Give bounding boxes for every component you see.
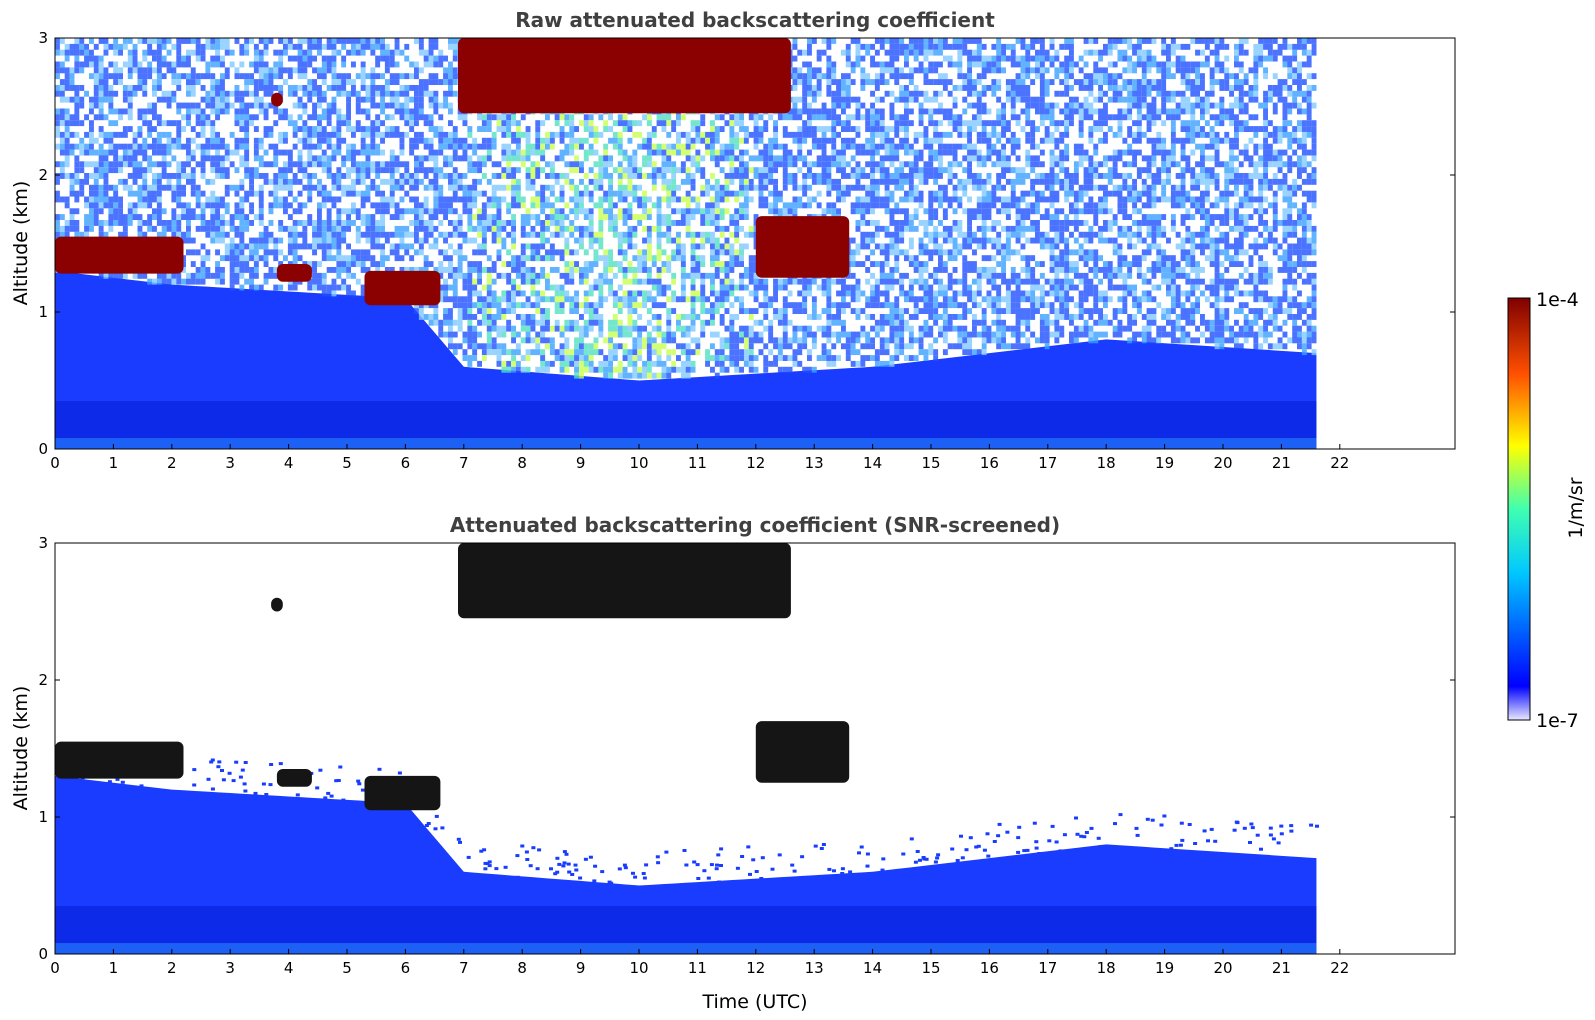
- bottom-cloud-layer-3: [458, 543, 791, 619]
- bottom-x-tick-label-8: 8: [517, 959, 527, 977]
- bottom-x-tick-label-9: 9: [576, 959, 586, 977]
- top-x-tick-label-0: 0: [50, 454, 60, 472]
- top-y-tick-label-0: 0: [38, 440, 48, 458]
- bottom-surface-layer: [55, 906, 1317, 954]
- bottom-cloud-layer-2: [364, 775, 441, 811]
- top-x-tick-label-1: 1: [109, 454, 119, 472]
- bottom-x-tick-label-13: 13: [805, 959, 824, 977]
- bottom-x-tick-label-22: 22: [1330, 959, 1349, 977]
- top-panel-title: Raw attenuated backscattering coefficien…: [515, 8, 995, 32]
- colorbar-max-label: 1e-4: [1536, 289, 1579, 311]
- top-surface-strip: [55, 438, 1317, 449]
- bottom-x-tick-label-0: 0: [50, 959, 60, 977]
- bottom-x-tick-label-12: 12: [746, 959, 765, 977]
- bottom-x-tick-label-2: 2: [167, 959, 177, 977]
- bottom-x-tick-label-15: 15: [921, 959, 940, 977]
- top-x-tick-label-7: 7: [459, 454, 469, 472]
- top-x-tick-label-19: 19: [1155, 454, 1174, 472]
- bottom-heatmap: [55, 543, 1319, 954]
- bottom-x-tick-label-19: 19: [1155, 959, 1174, 977]
- top-x-tick-label-6: 6: [401, 454, 411, 472]
- bottom-x-tick-label-5: 5: [342, 959, 352, 977]
- bottom-panel-title: Attenuated backscattering coefficient (S…: [450, 513, 1060, 537]
- top-y-ticks: 0 1 2 3: [38, 29, 1455, 458]
- top-x-tick-label-17: 17: [1038, 454, 1057, 472]
- raw-backscatter-panel: Raw attenuated backscattering coefficien…: [10, 8, 1456, 472]
- x-axis-label: Time (UTC): [701, 991, 807, 1013]
- bottom-y-tick-label-1: 1: [38, 808, 48, 826]
- top-cloud-layer-1: [276, 264, 312, 282]
- top-x-tick-label-22: 22: [1330, 454, 1349, 472]
- top-x-tick-label-21: 21: [1272, 454, 1291, 472]
- bottom-x-tick-label-4: 4: [284, 959, 294, 977]
- top-x-tick-label-13: 13: [805, 454, 824, 472]
- top-y-tick-label-1: 1: [38, 303, 48, 321]
- bottom-y-axis-label: Altitude (km): [10, 686, 32, 811]
- colorbar-units-label: 1/m/sr: [1565, 477, 1587, 538]
- bottom-x-tick-label-10: 10: [629, 959, 648, 977]
- colorbar: 1e-4 1e-7 1/m/sr: [1507, 289, 1587, 732]
- top-x-tick-label-16: 16: [980, 454, 999, 472]
- top-x-ticks: 0 1 2 3 4 5 6 7 8 9 10 11 12 13 14 15 16 17 18 19 20 21 22: [50, 444, 1349, 472]
- snr-screened-panel: Attenuated backscattering coefficient (S…: [10, 513, 1456, 1013]
- colorbar-min-label: 1e-7: [1536, 710, 1579, 732]
- bottom-x-ticks: 0 1 2 3 4 5 6 7 8 9 10 11 12 13 14 15 16 17 18 19 20 21 22: [50, 949, 1349, 977]
- bottom-plot-frame: [54, 542, 1456, 955]
- top-y-axis-label: Altitude (km): [10, 181, 32, 306]
- top-heatmap: [55, 38, 1317, 449]
- bottom-x-tick-label-1: 1: [109, 959, 119, 977]
- top-x-tick-label-20: 20: [1213, 454, 1232, 472]
- bottom-cloud-layer-0: [55, 741, 184, 779]
- top-cloud-layer-0: [55, 236, 184, 274]
- bottom-x-tick-label-14: 14: [863, 959, 882, 977]
- bottom-x-tick-label-16: 16: [980, 959, 999, 977]
- top-cloud-layer-5: [271, 92, 283, 107]
- colorbar-gradient: [1507, 297, 1531, 721]
- bottom-x-tick-label-11: 11: [688, 959, 707, 977]
- top-cloud-layer-4: [755, 216, 850, 278]
- top-x-tick-label-10: 10: [629, 454, 648, 472]
- top-cloud-layer-3: [458, 38, 791, 114]
- bottom-cloud-layer-5: [271, 597, 283, 612]
- top-x-tick-label-18: 18: [1097, 454, 1116, 472]
- bottom-x-tick-label-3: 3: [225, 959, 235, 977]
- top-y-tick-label-3: 3: [38, 29, 48, 47]
- top-x-tick-label-12: 12: [746, 454, 765, 472]
- bottom-surface-strip: [55, 943, 1317, 954]
- top-x-tick-label-15: 15: [921, 454, 940, 472]
- bottom-y-ticks: 0 1 2 3: [38, 534, 1455, 963]
- bottom-cloud-layer-4: [755, 721, 850, 783]
- top-plot-frame: [54, 37, 1456, 450]
- top-x-tick-label-4: 4: [284, 454, 294, 472]
- top-x-tick-label-3: 3: [225, 454, 235, 472]
- bottom-x-tick-label-6: 6: [401, 959, 411, 977]
- top-x-tick-label-8: 8: [517, 454, 527, 472]
- bottom-x-tick-label-21: 21: [1272, 959, 1291, 977]
- top-y-tick-label-2: 2: [38, 166, 48, 184]
- bottom-x-tick-label-18: 18: [1097, 959, 1116, 977]
- top-x-tick-label-14: 14: [863, 454, 882, 472]
- bottom-x-tick-label-20: 20: [1213, 959, 1232, 977]
- top-cloud-layer-2: [364, 270, 441, 306]
- bottom-y-tick-label-0: 0: [38, 945, 48, 963]
- bottom-y-tick-label-3: 3: [38, 534, 48, 552]
- top-surface-layer: [55, 401, 1317, 449]
- bottom-x-tick-label-17: 17: [1038, 959, 1057, 977]
- bottom-cloud-layer-1: [276, 769, 312, 787]
- bottom-screened-edge: [62, 750, 1319, 885]
- top-x-tick-label-5: 5: [342, 454, 352, 472]
- top-x-tick-label-11: 11: [688, 454, 707, 472]
- bottom-y-tick-label-2: 2: [38, 671, 48, 689]
- top-x-tick-label-2: 2: [167, 454, 177, 472]
- bottom-x-tick-label-7: 7: [459, 959, 469, 977]
- top-x-tick-label-9: 9: [576, 454, 586, 472]
